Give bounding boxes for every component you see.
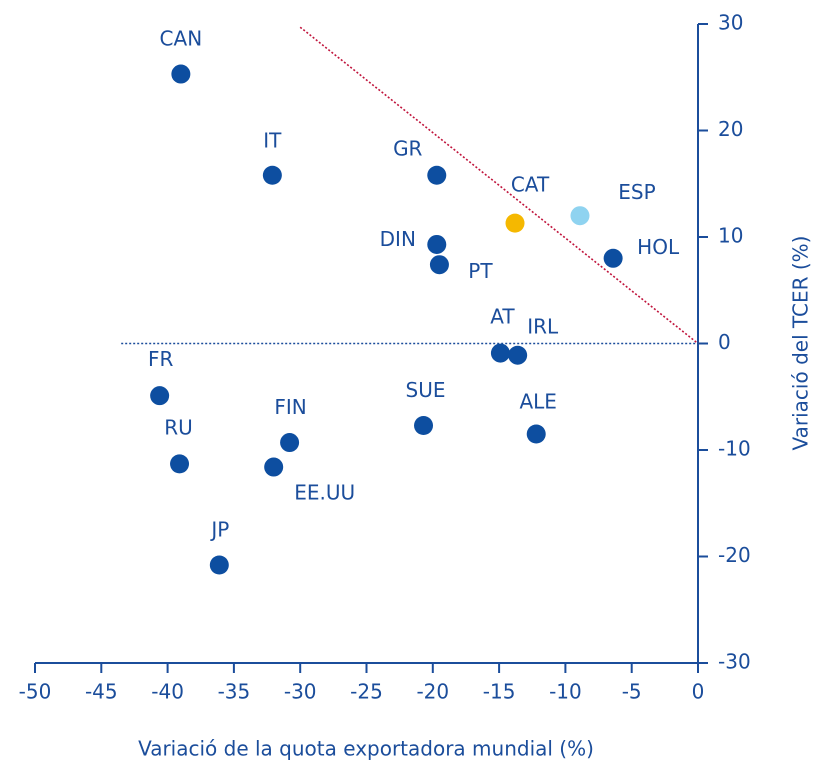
point-label: FR: [148, 347, 174, 371]
x-tick-label: 0: [692, 680, 705, 704]
point-label: SUE: [406, 378, 446, 402]
point-label: IRL: [527, 315, 559, 339]
point: [570, 206, 590, 226]
point: [414, 416, 434, 436]
x-tick-label: -30: [284, 680, 317, 704]
point-label: GR: [393, 137, 422, 161]
point: [526, 424, 546, 444]
point-label: EE.UU: [294, 481, 355, 505]
x-tick-label: -50: [19, 680, 52, 704]
point: [170, 454, 190, 474]
point: [264, 457, 284, 477]
point-label: ALE: [519, 390, 556, 414]
reference-line: [299, 26, 699, 345]
y-axis-label: Variació del TCER (%): [789, 236, 813, 451]
x-tick-label: -10: [549, 680, 582, 704]
x-tick-label: -25: [350, 680, 383, 704]
point-label: FIN: [274, 395, 306, 419]
point: [429, 255, 449, 275]
y-tick-label: 10: [718, 224, 743, 248]
point-label: PT: [468, 259, 493, 283]
point-label: IT: [263, 129, 282, 153]
x-tick-label: -20: [416, 680, 449, 704]
x-tick-label: -15: [483, 680, 516, 704]
y-tick-label: -30: [718, 650, 751, 674]
point-label: ESP: [618, 180, 655, 204]
point-label: RU: [164, 415, 193, 439]
point-label: AT: [490, 305, 515, 329]
point: [262, 165, 282, 185]
x-tick-label: -35: [218, 680, 251, 704]
point: [150, 386, 170, 406]
point: [505, 213, 525, 233]
point-label: CAT: [511, 173, 550, 197]
y-tick-label: -10: [718, 437, 751, 461]
point: [427, 165, 447, 185]
point-label: CAN: [160, 27, 203, 51]
x-axis-label: Variació de la quota exportadora mundial…: [138, 737, 594, 761]
point: [209, 555, 229, 575]
y-tick-label: 30: [718, 11, 743, 35]
y-tick-label: -20: [718, 543, 751, 567]
point: [603, 248, 623, 268]
y-tick-label: 0: [718, 330, 731, 354]
x-tick-label: -40: [151, 680, 184, 704]
point: [280, 433, 300, 453]
point: [427, 234, 447, 254]
point: [171, 64, 191, 84]
x-tick-label: -5: [622, 680, 642, 704]
y-tick-label: 20: [718, 117, 743, 141]
point-label: HOL: [637, 235, 680, 259]
point: [508, 345, 528, 365]
point-label: JP: [209, 518, 229, 542]
point: [490, 343, 510, 363]
point-label: DIN: [380, 227, 416, 251]
x-tick-label: -45: [85, 680, 118, 704]
